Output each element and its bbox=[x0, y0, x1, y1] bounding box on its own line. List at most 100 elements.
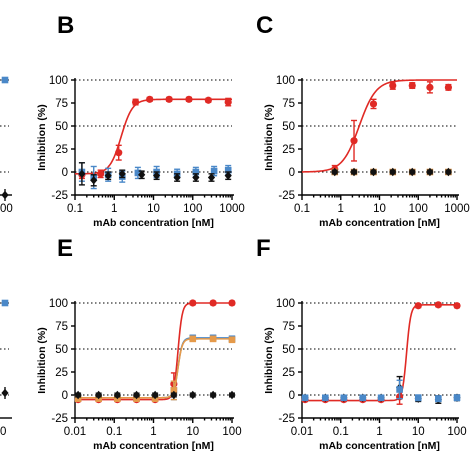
data-point bbox=[224, 98, 232, 106]
data-point bbox=[1, 76, 9, 84]
data-point bbox=[414, 394, 422, 402]
x-tick-label: 1000 bbox=[219, 203, 245, 215]
fit-curve bbox=[75, 337, 232, 399]
fit-curve bbox=[302, 304, 457, 402]
data-point bbox=[426, 83, 434, 91]
y-axis-label: Inhibition (%) bbox=[263, 327, 275, 393]
data-point bbox=[210, 167, 218, 175]
x-tick-label: 00 bbox=[0, 203, 13, 215]
y-tick-label: 100 bbox=[49, 298, 68, 310]
fit-curve bbox=[301, 79, 457, 173]
data-point bbox=[340, 394, 348, 402]
x-tick-label: 10 bbox=[186, 426, 199, 438]
panel-b: B -25 0 25 50 75 100 0.1 1 10 100 1000 mAb concentra… bbox=[36, 12, 245, 229]
data-point bbox=[350, 167, 358, 177]
data-point bbox=[78, 169, 86, 179]
y-tick-label: -25 bbox=[278, 413, 295, 425]
x-tick-label: 0 bbox=[0, 426, 6, 438]
series-blue bbox=[301, 379, 461, 403]
data-point bbox=[132, 390, 141, 400]
data-point bbox=[228, 299, 236, 307]
x-tick-label: 0.1 bbox=[333, 426, 349, 438]
data-point bbox=[389, 167, 397, 177]
data-point bbox=[426, 167, 434, 177]
data-point bbox=[153, 171, 161, 180]
y-tick-label: 0 bbox=[289, 167, 295, 179]
x-tick-label: 10 bbox=[373, 203, 386, 215]
series-red bbox=[74, 299, 236, 404]
panel-letter: F bbox=[256, 235, 271, 262]
data-point bbox=[1, 299, 9, 307]
y-tick-label: 25 bbox=[282, 144, 295, 156]
data-point bbox=[189, 299, 197, 307]
y-tick-label: 50 bbox=[282, 121, 295, 133]
y-tick-label: 0 bbox=[62, 390, 68, 402]
y-tick-label: 75 bbox=[282, 98, 295, 110]
series-red bbox=[301, 301, 461, 405]
y-tick-label: -25 bbox=[278, 190, 295, 202]
data-point bbox=[104, 171, 112, 180]
x-tick-label: 10 bbox=[412, 426, 425, 438]
data-point bbox=[434, 301, 442, 309]
data-point bbox=[228, 336, 236, 344]
x-tick-label: 100 bbox=[183, 203, 202, 215]
data-point bbox=[207, 173, 216, 182]
panel-a-partial: 00 bbox=[0, 76, 13, 215]
data-point bbox=[151, 390, 159, 400]
fit-curve bbox=[74, 98, 232, 175]
data-point bbox=[301, 394, 309, 402]
data-point bbox=[134, 169, 142, 177]
y-tick-label: 50 bbox=[55, 121, 68, 133]
data-point bbox=[350, 137, 358, 145]
y-tick-label: 50 bbox=[282, 344, 295, 356]
y-tick-label: 25 bbox=[55, 144, 68, 156]
panel-c: C -25 0 25 50 75 100 0.1 1 10 100 1000 mAb concentra… bbox=[256, 12, 470, 229]
x-tick-label: 1 bbox=[111, 203, 117, 215]
x-tick-label: 1 bbox=[150, 426, 156, 438]
y-tick-label: 25 bbox=[55, 367, 68, 379]
panel-f: F -25 0 25 50 75 100 0.01 0.1 1 10 100 mAb concentra… bbox=[256, 235, 467, 452]
panel-e: E -25 0 25 50 75 100 0.01 0.1 1 10 100 mAb concentra… bbox=[36, 235, 242, 452]
data-point bbox=[192, 168, 200, 176]
data-point bbox=[209, 390, 217, 400]
y-tick-label: 100 bbox=[276, 75, 295, 87]
data-point bbox=[113, 390, 121, 400]
y-axis-label: Inhibition (%) bbox=[36, 327, 48, 393]
data-point bbox=[146, 95, 154, 103]
x-tick-label: 0.1 bbox=[294, 203, 310, 215]
data-point bbox=[369, 100, 378, 108]
x-tick-label: 100 bbox=[447, 426, 466, 438]
data-point bbox=[408, 167, 416, 177]
data-point bbox=[224, 166, 232, 174]
fit-curve bbox=[75, 338, 232, 399]
y-tick-label: -25 bbox=[51, 413, 68, 425]
data-point bbox=[90, 176, 98, 185]
data-point bbox=[118, 169, 126, 179]
data-point bbox=[170, 390, 178, 400]
data-point bbox=[453, 394, 461, 402]
panel-letter: E bbox=[57, 235, 73, 262]
data-point bbox=[408, 81, 416, 90]
y-tick-label: -25 bbox=[51, 190, 68, 202]
fit-curve bbox=[75, 302, 232, 401]
x-tick-label: 100 bbox=[409, 203, 428, 215]
series-red bbox=[74, 95, 232, 180]
data-point bbox=[209, 335, 217, 343]
data-point bbox=[444, 83, 453, 91]
data-point bbox=[1, 190, 9, 200]
x-tick-label: 1 bbox=[376, 426, 382, 438]
data-point bbox=[331, 167, 339, 177]
data-point bbox=[95, 390, 103, 400]
x-tick-label: 10 bbox=[147, 203, 160, 215]
y-tick-label: 75 bbox=[282, 321, 295, 333]
data-point bbox=[435, 395, 442, 402]
y-axis-label: Inhibition (%) bbox=[263, 104, 275, 170]
x-tick-label: 0.01 bbox=[64, 426, 86, 438]
x-axis-label: mAb concentration [nM] bbox=[93, 217, 214, 229]
data-point bbox=[396, 386, 403, 393]
x-tick-label: 0.1 bbox=[67, 203, 83, 215]
panel-letter: B bbox=[57, 12, 74, 39]
data-point bbox=[97, 170, 105, 178]
x-tick-label: 1 bbox=[338, 203, 344, 215]
panel-d-partial: 0 bbox=[0, 299, 12, 438]
